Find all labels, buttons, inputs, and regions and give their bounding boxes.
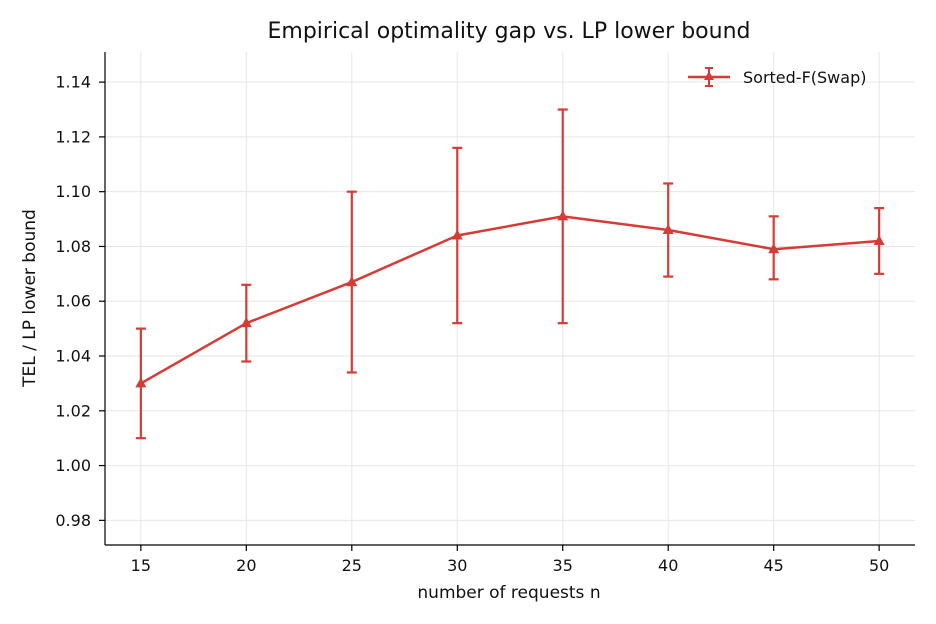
y-tick-label: 1.12 (55, 127, 91, 146)
x-axis-label: number of requests n (417, 583, 600, 603)
y-tick-label: 1.06 (55, 292, 91, 311)
x-tick-label: 20 (236, 556, 256, 575)
y-tick-label: 1.04 (55, 347, 91, 366)
legend-marker-triangle (704, 71, 714, 80)
x-tick-label: 15 (131, 556, 151, 575)
data-point-marker (873, 234, 885, 245)
data-point-marker (240, 317, 252, 328)
data-point-marker (451, 229, 463, 240)
x-tick-label: 40 (658, 556, 678, 575)
data-point-marker (662, 224, 674, 235)
series-line (140, 215, 880, 385)
y-tick-label: 1.08 (55, 237, 91, 256)
legend: Sorted-F(Swap) (688, 67, 866, 87)
x-tick-label: 50 (869, 556, 889, 575)
data-point-marker (557, 210, 569, 221)
data-point-marker (768, 243, 780, 254)
x-tick-label: 45 (763, 556, 783, 575)
y-tick-label: 1.00 (55, 456, 91, 475)
data-point-marker (135, 377, 147, 388)
y-tick-label: 0.98 (55, 511, 91, 530)
axes: 15 20 25 30 35 40 45 50 0.98 1.00 1.02 1.04 1.06 1.08… (55, 52, 915, 575)
grid (105, 52, 915, 545)
x-tick-label: 25 (342, 556, 362, 575)
y-tick-label: 1.14 (55, 73, 91, 92)
chart-title: Empirical optimality gap vs. LP lower bo… (268, 19, 751, 44)
y-tick-label: 1.02 (55, 401, 91, 420)
legend-label: Sorted-F(Swap) (743, 68, 866, 87)
data-point-marker (346, 276, 358, 287)
x-tick-label: 30 (447, 556, 467, 575)
series-layer (135, 108, 885, 440)
y-axis-label: TEL / LP lower bound (20, 209, 40, 388)
y-tick-label: 1.10 (55, 182, 91, 201)
x-tick-label: 35 (553, 556, 573, 575)
